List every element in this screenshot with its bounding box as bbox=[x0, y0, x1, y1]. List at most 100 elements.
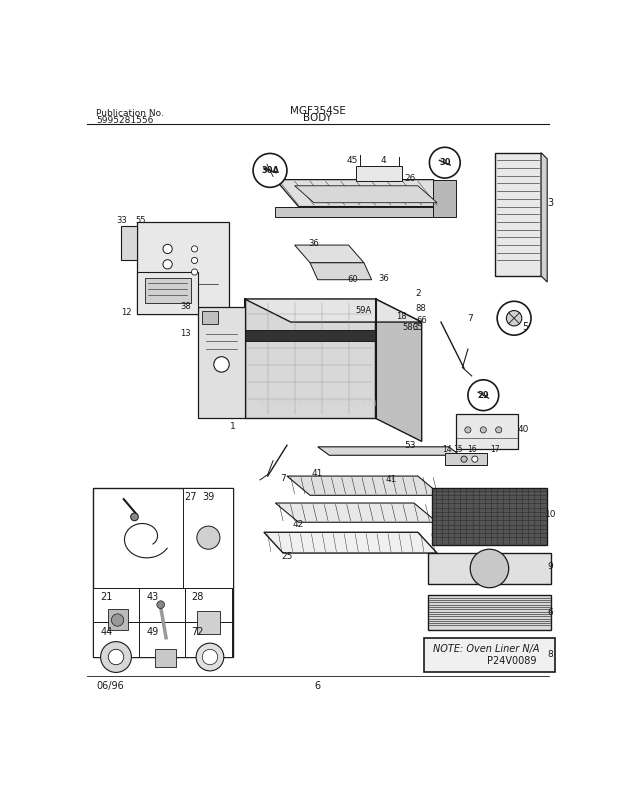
Text: 27: 27 bbox=[185, 492, 197, 501]
Text: 06/96: 06/96 bbox=[96, 681, 124, 691]
Circle shape bbox=[163, 259, 172, 269]
Text: 1: 1 bbox=[230, 422, 236, 430]
Polygon shape bbox=[428, 553, 551, 584]
Polygon shape bbox=[317, 447, 460, 456]
Circle shape bbox=[157, 601, 164, 608]
Text: 55: 55 bbox=[135, 216, 146, 225]
Text: 58C: 58C bbox=[402, 323, 418, 332]
Text: 6: 6 bbox=[315, 681, 321, 691]
Text: 7: 7 bbox=[280, 474, 286, 483]
Circle shape bbox=[192, 257, 198, 263]
Polygon shape bbox=[294, 245, 364, 263]
Circle shape bbox=[192, 269, 198, 275]
Polygon shape bbox=[139, 623, 185, 657]
Circle shape bbox=[495, 427, 502, 433]
Polygon shape bbox=[122, 225, 137, 260]
Polygon shape bbox=[456, 414, 518, 449]
Polygon shape bbox=[144, 278, 191, 303]
Polygon shape bbox=[245, 330, 376, 342]
Polygon shape bbox=[245, 299, 422, 322]
Polygon shape bbox=[264, 532, 437, 553]
Text: 29: 29 bbox=[477, 391, 489, 399]
Text: 59A: 59A bbox=[356, 306, 372, 315]
Text: 41: 41 bbox=[385, 475, 397, 484]
Text: 60: 60 bbox=[347, 275, 358, 284]
Polygon shape bbox=[287, 476, 441, 495]
Text: 35: 35 bbox=[412, 323, 423, 332]
Polygon shape bbox=[185, 588, 231, 623]
Polygon shape bbox=[139, 588, 185, 623]
Polygon shape bbox=[428, 596, 551, 630]
Text: P24V0089: P24V0089 bbox=[487, 656, 537, 666]
Circle shape bbox=[214, 357, 229, 372]
Circle shape bbox=[163, 244, 172, 254]
Text: 4: 4 bbox=[381, 156, 386, 165]
Polygon shape bbox=[93, 588, 139, 623]
Polygon shape bbox=[275, 206, 433, 217]
Circle shape bbox=[202, 649, 218, 664]
Text: 9: 9 bbox=[547, 562, 553, 571]
Circle shape bbox=[197, 526, 220, 549]
Polygon shape bbox=[202, 311, 218, 324]
Circle shape bbox=[461, 456, 467, 462]
Text: 2: 2 bbox=[415, 289, 420, 298]
Circle shape bbox=[253, 153, 287, 187]
Circle shape bbox=[472, 456, 478, 462]
Polygon shape bbox=[93, 487, 233, 657]
Text: 42: 42 bbox=[293, 520, 304, 529]
Polygon shape bbox=[154, 649, 176, 667]
Text: 5995281556: 5995281556 bbox=[96, 115, 153, 125]
Circle shape bbox=[131, 513, 138, 520]
Circle shape bbox=[468, 380, 498, 411]
Text: 36: 36 bbox=[379, 274, 389, 282]
Text: 21: 21 bbox=[100, 592, 113, 602]
Polygon shape bbox=[433, 180, 456, 217]
Polygon shape bbox=[197, 611, 220, 634]
Polygon shape bbox=[495, 153, 541, 276]
Text: 10: 10 bbox=[544, 510, 556, 519]
Circle shape bbox=[470, 549, 508, 588]
Text: 8: 8 bbox=[547, 650, 553, 659]
Polygon shape bbox=[356, 166, 402, 181]
Text: NOTE: Oven Liner N/A: NOTE: Oven Liner N/A bbox=[433, 645, 540, 654]
Text: MGF354SE: MGF354SE bbox=[290, 106, 346, 115]
Polygon shape bbox=[275, 503, 437, 522]
Text: 33: 33 bbox=[117, 216, 128, 225]
Circle shape bbox=[497, 301, 531, 335]
Circle shape bbox=[430, 147, 460, 178]
Circle shape bbox=[507, 311, 522, 326]
Polygon shape bbox=[275, 180, 456, 206]
Circle shape bbox=[192, 246, 198, 252]
Text: 49: 49 bbox=[147, 626, 159, 637]
Polygon shape bbox=[108, 609, 128, 630]
Polygon shape bbox=[294, 186, 437, 202]
Polygon shape bbox=[424, 638, 555, 672]
Polygon shape bbox=[198, 307, 245, 418]
Polygon shape bbox=[185, 623, 231, 657]
Circle shape bbox=[196, 643, 224, 671]
Text: BODY: BODY bbox=[303, 113, 332, 123]
Polygon shape bbox=[445, 453, 487, 464]
Text: Publication No.: Publication No. bbox=[96, 109, 164, 118]
Text: 53: 53 bbox=[404, 441, 416, 450]
Polygon shape bbox=[137, 272, 198, 314]
Text: 30A: 30A bbox=[261, 166, 279, 175]
Text: 25: 25 bbox=[281, 552, 293, 562]
Text: 66: 66 bbox=[416, 316, 427, 325]
Text: 16: 16 bbox=[467, 445, 477, 453]
Text: 43: 43 bbox=[147, 592, 159, 602]
Text: 72: 72 bbox=[192, 626, 204, 637]
Text: 36: 36 bbox=[309, 239, 319, 248]
Text: 30: 30 bbox=[439, 158, 451, 167]
Polygon shape bbox=[432, 487, 547, 545]
Polygon shape bbox=[310, 263, 371, 280]
Circle shape bbox=[112, 614, 124, 626]
Text: 13: 13 bbox=[180, 329, 190, 338]
Text: 39: 39 bbox=[202, 492, 215, 501]
Polygon shape bbox=[93, 623, 139, 657]
Text: 38: 38 bbox=[180, 302, 191, 311]
Polygon shape bbox=[183, 487, 233, 588]
Text: 14: 14 bbox=[442, 445, 452, 453]
Circle shape bbox=[465, 427, 471, 433]
Circle shape bbox=[108, 649, 124, 664]
